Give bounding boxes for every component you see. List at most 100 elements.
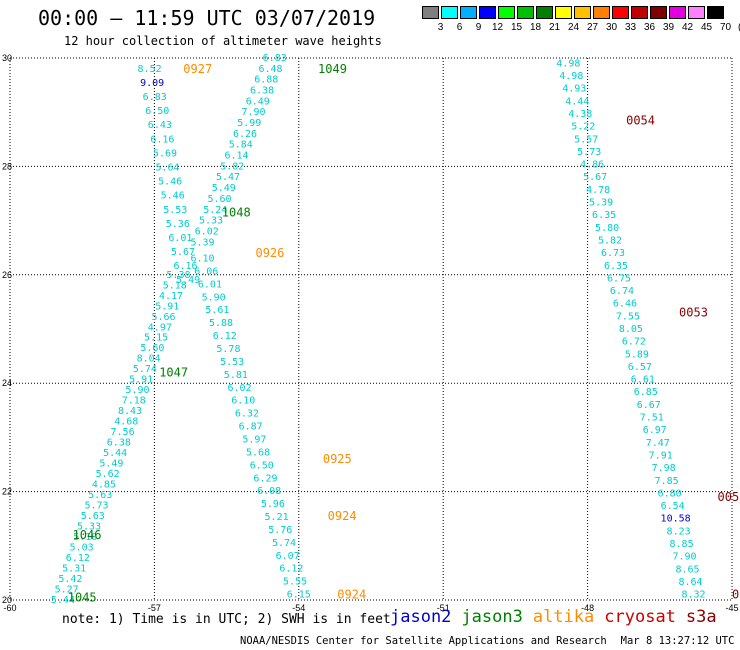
x-tick-label: -60 xyxy=(3,603,16,613)
wave-height-value: 5.57 xyxy=(574,134,598,145)
y-tick-label: 28 xyxy=(2,161,12,171)
wave-height-value: 4.38 xyxy=(568,109,592,120)
wave-height-value: 7.90 xyxy=(673,552,697,563)
wave-height-value: 6.14 xyxy=(224,151,248,162)
wave-height-value: 5.49 xyxy=(176,275,200,286)
colorbar-label: 30 xyxy=(605,22,618,33)
wave-height-value: 5.82 xyxy=(598,235,622,246)
wave-height-value: 6.97 xyxy=(643,425,667,436)
wave-height-value: 6.02 xyxy=(195,226,219,237)
footer-date: Mar 8 13:27:12 UTC 2019 xyxy=(620,635,740,647)
pass-time-label: 0053 xyxy=(679,306,708,320)
wave-height-value: 5.46 xyxy=(161,191,185,202)
wave-height-value: 4.44 xyxy=(565,96,589,107)
wave-height-value: 5.88 xyxy=(209,318,233,329)
colorbar-label: 33 xyxy=(624,22,637,33)
colorbar-swatch xyxy=(707,6,724,19)
wave-height-value: 6.35 xyxy=(604,261,628,272)
pass-time-label: 00 xyxy=(732,588,740,602)
legend-item: cryosat xyxy=(604,607,676,627)
page-title: 00:00 — 11:59 UTC 03/07/2019 xyxy=(38,6,376,30)
wave-height-value: 6.50 xyxy=(250,460,274,471)
y-tick-label: 30 xyxy=(2,53,12,63)
wave-height-value: 6.10 xyxy=(231,396,255,407)
wave-height-value: 6.26 xyxy=(233,129,257,140)
wave-height-value: 5.99 xyxy=(237,118,261,129)
pass-time-label: 0052 xyxy=(718,490,740,504)
wave-height-value: 5.24 xyxy=(203,205,227,216)
wave-height-value: 7.90 xyxy=(241,107,265,118)
wave-height-value: 5.27 xyxy=(55,585,79,596)
wave-height-value: 5.69 xyxy=(153,148,177,159)
wave-height-value: 6.35 xyxy=(592,210,616,221)
wave-height-value: 7.55 xyxy=(616,311,640,322)
wave-height-value: 6.32 xyxy=(235,409,259,420)
wave-height-value: 5.61 xyxy=(205,305,229,316)
wave-height-value: 5.39 xyxy=(589,198,613,209)
pass-time-label: 1047 xyxy=(159,365,188,379)
wave-height-value: 6.12 xyxy=(213,331,237,342)
wave-height-value: 5.74 xyxy=(272,538,296,549)
wave-height-value: 7.51 xyxy=(640,413,664,424)
wave-height-value: 7.56 xyxy=(111,427,135,438)
pass-time-label: 0927 xyxy=(183,62,212,76)
legend-item: jason3 xyxy=(461,607,523,627)
wave-height-value: 5.44 xyxy=(103,448,127,459)
colorbar-label: 3 xyxy=(437,22,444,33)
wave-height-value: 7.47 xyxy=(646,438,670,449)
wave-height-value: 6.08 xyxy=(257,486,281,497)
colorbar-label: 24 xyxy=(567,22,580,33)
wave-height-value: 7.85 xyxy=(655,476,679,487)
x-tick-label: -57 xyxy=(148,603,161,613)
colorbar-swatch xyxy=(669,6,686,19)
wave-height-value: 5.36 xyxy=(166,219,190,230)
pass-time-label: 1049 xyxy=(318,62,347,76)
legend-item: jason2 xyxy=(390,607,452,627)
wave-height-value: 4.78 xyxy=(586,185,610,196)
x-tick-label: -48 xyxy=(581,603,594,613)
wave-height-value: 5.63 xyxy=(81,511,105,522)
wave-height-value: 6.73 xyxy=(601,248,625,259)
wave-height-value: 5.67 xyxy=(171,247,195,258)
wave-height-value: 6.43 xyxy=(148,120,172,131)
colorbar-swatch xyxy=(441,6,458,19)
pass-time-label: 0054 xyxy=(626,113,655,127)
colorbar-label: 42 xyxy=(681,22,694,33)
pass-time-label: 0924 xyxy=(328,509,357,523)
colorbar-label: 6 xyxy=(456,22,463,33)
wave-height-value: 10.58 xyxy=(661,514,691,525)
wave-height-value: 8.65 xyxy=(675,564,699,575)
wave-height-value: 6.06 xyxy=(194,266,218,277)
wave-height-value: 5.64 xyxy=(156,162,180,173)
colorbar-swatch xyxy=(650,6,667,19)
wave-height-value: 5.33 xyxy=(77,522,101,533)
pass-time-label: 0924 xyxy=(337,588,366,602)
colorbar-unit: (ft) xyxy=(738,22,740,33)
wave-height-value: 7.91 xyxy=(649,450,673,461)
wave-height-value: 5.33 xyxy=(199,216,223,227)
wave-height-value: 5.73 xyxy=(577,147,601,158)
wave-height-value: 8.43 xyxy=(118,406,142,417)
colorbar-swatch xyxy=(460,6,477,19)
pass-time-label: 1045 xyxy=(68,590,97,604)
wave-height-value: 6.83 xyxy=(263,53,287,64)
wave-height-value: 5.60 xyxy=(140,343,164,354)
wave-height-value: 6.74 xyxy=(610,286,634,297)
wave-height-value: 5.67 xyxy=(583,172,607,183)
wave-height-value: 4.97 xyxy=(148,322,172,333)
wave-height-value: 6.07 xyxy=(276,551,300,562)
colorbar-label: 70 xyxy=(719,22,732,33)
wave-height-value: 5.53 xyxy=(220,357,244,368)
wave-height-value: 5.49 xyxy=(212,183,236,194)
footer: NOAA/NESDIS Center for Satellite Applica… xyxy=(240,635,740,647)
colorbar-swatch xyxy=(631,6,648,19)
wave-height-value: 6.83 xyxy=(143,92,167,103)
wave-height-value: 7.98 xyxy=(652,463,676,474)
wave-height-value: 5.31 xyxy=(62,564,86,575)
y-tick-label: 22 xyxy=(2,487,12,497)
x-tick-label: -45 xyxy=(725,603,738,613)
wave-height-value: 5.03 xyxy=(70,543,94,554)
wave-height-value: 5.81 xyxy=(224,370,248,381)
wave-height-value: 5.97 xyxy=(242,434,266,445)
